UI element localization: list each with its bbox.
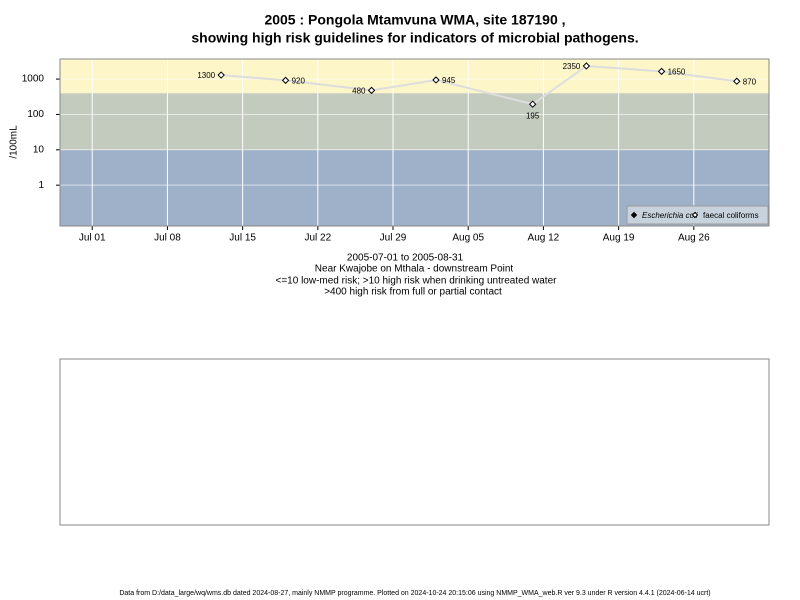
- point: [281, 76, 290, 85]
- point: [432, 76, 440, 84]
- note: >400 high risk from full or partial cont…: [324, 287, 502, 298]
- x-tick-label: Jul 08: [154, 233, 181, 244]
- x-tick-label: Aug 26: [678, 233, 710, 244]
- plot-frame: [59, 58, 770, 227]
- empty-panel: [59, 358, 770, 526]
- risk-band: [60, 59, 769, 94]
- legend-label: Escherichia coli: [642, 211, 698, 220]
- y-axis-label: /100mL: [9, 125, 20, 159]
- data-label: 870: [743, 77, 757, 86]
- legend-label: faecal coliforms: [703, 211, 759, 220]
- note: <=10 low-med risk; >10 high risk when dr…: [276, 276, 558, 287]
- x-tick-label: Jul 01: [79, 233, 106, 244]
- point: [528, 100, 537, 108]
- point: [367, 86, 376, 95]
- data-label: 1650: [668, 68, 686, 77]
- series-line: [221, 64, 737, 106]
- x-tick-label: Jul 22: [304, 233, 331, 244]
- data-label: 920: [292, 76, 306, 85]
- chart-title: 2005 : Pongola Mtamvuna WMA, site 187190…: [264, 12, 565, 28]
- x-tick-label: Aug 05: [452, 233, 484, 244]
- x-tick-label: Aug 12: [528, 233, 560, 244]
- note: 2005-07-01 to 2005-08-31: [347, 253, 464, 264]
- point: [217, 71, 225, 79]
- data-label: 480: [352, 86, 366, 95]
- x-tick-label: Aug 19: [603, 233, 635, 244]
- legend-marker: [630, 211, 638, 219]
- data-label: 1300: [197, 71, 215, 80]
- y-tick-label: 1000: [22, 74, 45, 85]
- chart-title: showing high risk guidelines for indicat…: [191, 30, 638, 46]
- data-label: 945: [442, 76, 456, 85]
- data-label: 195: [526, 111, 540, 120]
- y-tick-label: 1: [38, 180, 44, 191]
- data-label: 2350: [563, 62, 581, 71]
- y-tick-label: 100: [27, 109, 44, 120]
- legend-marker: [691, 211, 699, 219]
- note: Near Kwajobe on Mthala - downstream Poin…: [315, 264, 514, 275]
- y-tick-label: 10: [33, 144, 45, 155]
- point: [733, 77, 741, 85]
- point: [582, 62, 591, 70]
- x-tick-label: Jul 29: [380, 233, 407, 244]
- point: [657, 67, 666, 76]
- footer: Data from D:/data_large/wq/wms.db dated …: [119, 590, 710, 597]
- x-tick-label: Jul 15: [229, 233, 256, 244]
- risk-band: [60, 93, 769, 150]
